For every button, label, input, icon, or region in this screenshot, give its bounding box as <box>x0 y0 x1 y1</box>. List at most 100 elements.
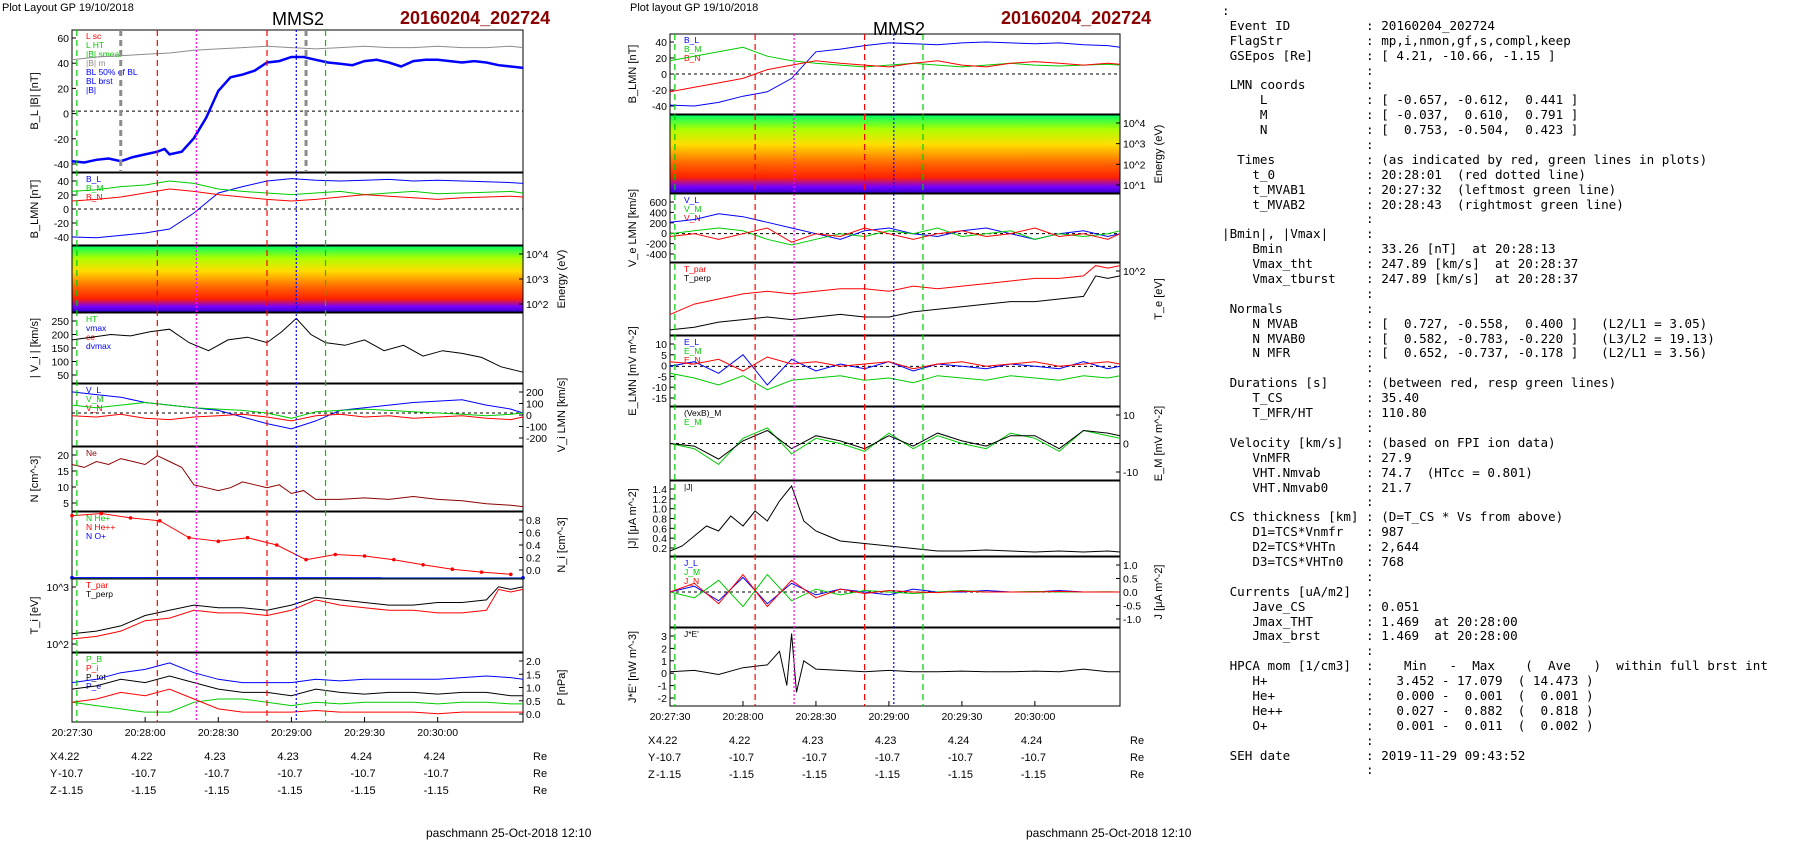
left-series-bl-1 <box>71 55 524 164</box>
mid-tick-mj-2: 1.0 <box>652 504 667 516</box>
left-panel-ni: 0.80.60.40.20.0 N_i [cm^-3] N He+N He++N O… <box>70 511 568 580</box>
mid-tick-mspec-1: 10^3 <box>1123 139 1146 151</box>
summary-line: |Bmin|, |Vmax| : <box>1222 226 1374 242</box>
mid-ylabel-mspec: Energy (eV) <box>1153 125 1165 184</box>
left-time-tick-1: 20:28:00 <box>125 727 166 739</box>
summary-line: : <box>1222 3 1230 18</box>
left-tick-n-1: 15 <box>57 466 69 478</box>
mid-frame-mj <box>669 480 1121 557</box>
mid-ylabel-mb: B_LMN [nT] <box>627 45 639 104</box>
left-series-n-0 <box>71 455 524 508</box>
left-tick-ti-0: 10^3 <box>47 582 70 594</box>
mid-time-tick-3: 20:29:00 <box>868 711 909 723</box>
summary-line: N MFR : [ 0.652, -0.737, -0.178 ] (L2/L1… <box>1222 345 1708 361</box>
summary-line: N MVAB0 : [ 0.582, -0.783, -0.220 ] (L3/… <box>1222 330 1715 346</box>
summary-line: D1=TCS*Vnmfr : 987 <box>1222 524 1404 540</box>
coords-left-value-0-4: 4.24 <box>350 751 372 763</box>
mid-legend-mem-0: (VexB)_M <box>684 408 721 418</box>
left-legend-vilmn-2: V_N <box>86 403 103 413</box>
summary-line: : <box>1222 211 1374 227</box>
summary-line: SEH date : 2019-11-29 09:43:52 <box>1222 747 1526 763</box>
left-tick-ni-0: 0.8 <box>526 515 541 527</box>
left-legend-bl-5: BL brst <box>86 76 113 86</box>
left-tick-blmn-0: 40 <box>57 176 69 188</box>
mid-tick-mje-1: 2 <box>661 643 667 655</box>
mid-tick-mve-5: -400 <box>646 249 667 261</box>
coords-mid-value-0-5: 4.24 <box>1020 735 1043 747</box>
left-time-tick-4: 20:29:30 <box>344 727 385 739</box>
summary-line: O+ : 0.001 - 0.011 ( 0.002 ) <box>1222 717 1594 733</box>
left-legend-p-0: P_B <box>86 654 102 664</box>
left-point-ni-0-13 <box>450 567 455 571</box>
coords-mid-label-2: Z <box>648 769 655 781</box>
mid-legend-mje-0: J*E' <box>684 629 699 639</box>
mid-tick-mel-0: 10 <box>655 339 667 351</box>
mid-legend-mjlmn-1: J_M <box>684 567 700 577</box>
left-tick-p-1: 1.5 <box>526 669 541 681</box>
summary-line: D2=TCS*VHTn : 2,644 <box>1222 539 1420 555</box>
left-legend-p-1: P_i <box>86 663 98 673</box>
coords-left-value-0-5: 4.24 <box>423 751 446 763</box>
coords-left-value-2-4: -1.15 <box>350 785 376 797</box>
summary-line: FlagStr : mp,i,nmon,gf,s,compl,keep <box>1222 32 1571 48</box>
summary-line: : <box>1222 285 1374 301</box>
left-ylabel-ni: N_i [cm^-3] <box>556 517 568 572</box>
left-legend-bl-3: |B| m <box>86 58 106 68</box>
left-tick-ni-3: 0.2 <box>526 553 541 565</box>
summary-line: M : [ -0.037, 0.610, 0.791 ] <box>1222 107 1579 123</box>
summary-line: VHT.Nmvab : 74.7 (HTcc = 0.801) <box>1222 464 1533 480</box>
mid-legend-mte-1: T_perp <box>684 273 711 283</box>
coords-left-value-1-3: -10.7 <box>277 768 303 780</box>
left-legend-ti-1: T_perp <box>86 589 113 599</box>
left-frame-ni <box>71 511 524 579</box>
left-tick-blmn-1: 20 <box>57 190 69 202</box>
coords-left-label-0: X <box>50 751 58 763</box>
mid-ylabel-mje: J*E' [nW m^-3] <box>627 631 639 703</box>
left-frame-n <box>71 446 524 512</box>
mid-tick-mem-2: -10 <box>1123 467 1138 479</box>
left-tick-ti-1: 10^2 <box>47 639 70 651</box>
coords-left-value-0-2: 4.23 <box>204 751 226 763</box>
left-point-ni-0-2 <box>128 516 133 520</box>
left-tick-ni-1: 0.6 <box>526 528 541 540</box>
left-tick-vilmn-0: 200 <box>526 387 544 399</box>
mid-tick-mb-3: -20 <box>652 85 667 97</box>
left-legend-vilmn-0: V_L <box>86 385 101 395</box>
left-ylabel-bl: B_L |B| [nT] <box>29 72 41 129</box>
left-legend-ti-0: T_par <box>86 580 108 590</box>
coords-mid-label-1: Y <box>648 752 656 764</box>
coords-mid-value-0-2: 4.23 <box>801 735 824 747</box>
coords-mid-value-1-1: -10.7 <box>728 752 755 764</box>
left-point-ni-0-14 <box>479 570 484 574</box>
mid-tick-mjlmn-4: -1.0 <box>1123 614 1141 626</box>
coords-left-unit-0: Re <box>533 751 548 763</box>
left-tick-p-0: 2.0 <box>526 656 541 668</box>
mid-tick-mve-3: 0 <box>661 228 667 240</box>
left-tick-bl-5: -40 <box>54 159 69 171</box>
left-point-ni-0-7 <box>274 543 279 547</box>
coords-left-value-2-3: -1.15 <box>277 785 303 797</box>
summary-line: t_MVAB1 : 20:27:32 (leftmost green line) <box>1222 181 1617 197</box>
mid-series-mb-0 <box>669 41 1121 107</box>
mid-legend-mte-0: T_par <box>684 264 706 274</box>
left-ylabel-blmn: B_LMN [nT] <box>29 180 41 239</box>
left-time-tick-2: 20:28:30 <box>198 727 239 739</box>
left-series-p-1 <box>71 698 523 713</box>
mid-spectrogram-mspec <box>670 115 1120 193</box>
left-legend-bl-6: |B| <box>86 85 96 95</box>
left-legend-blmn-1: B_M <box>86 183 103 193</box>
mid-series-mje-0 <box>669 633 1120 693</box>
left-point-ni-0-8 <box>304 557 308 562</box>
left-tick-vilmn-3: -100 <box>526 422 547 434</box>
left-series-p-3 <box>71 662 524 684</box>
summary-line: VnMFR : 27.9 <box>1222 449 1412 465</box>
summary-line: : <box>1222 137 1374 153</box>
left-legend-bl-4: BL 50% of BL <box>86 67 138 77</box>
left-tick-bl-4: -20 <box>54 134 69 146</box>
summary-line: : <box>1222 62 1374 78</box>
coords-mid-value-2-1: -1.15 <box>728 769 755 781</box>
